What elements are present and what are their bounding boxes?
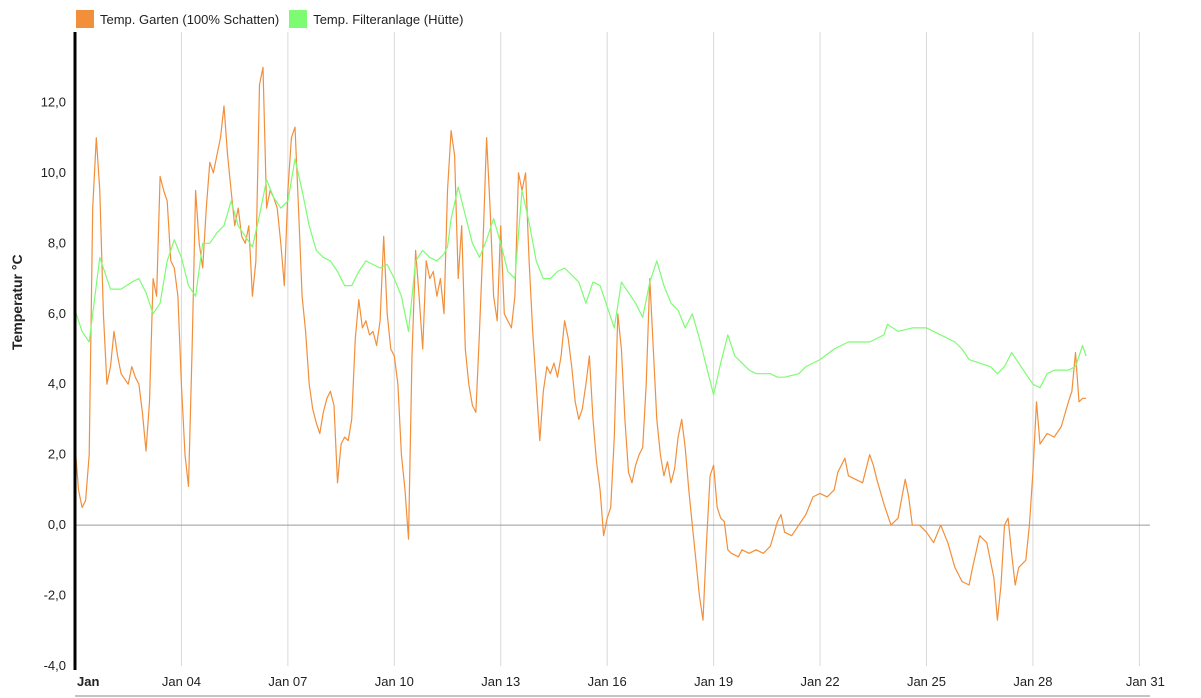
x-tick-label: Jan 10 <box>375 674 414 689</box>
chart-legend: Temp. Garten (100% Schatten) Temp. Filte… <box>76 8 463 30</box>
y-tick-label: -2,0 <box>44 588 66 603</box>
y-tick-label: 6,0 <box>48 306 66 321</box>
x-tick-label: Jan 28 <box>1013 674 1052 689</box>
y-tick-label: -4,0 <box>44 658 66 673</box>
x-tick-label: Jan 31 <box>1126 674 1165 689</box>
y-tick-label: 4,0 <box>48 376 66 391</box>
x-tick-label: Jan 04 <box>162 674 201 689</box>
legend-label-filteranlage: Temp. Filteranlage (Hütte) <box>313 11 464 27</box>
series-line-filteranlage <box>74 158 1087 396</box>
y-tick-label: 12,0 <box>41 94 66 109</box>
x-tick-label: Jan 25 <box>907 674 946 689</box>
series-line-garten <box>74 66 1087 621</box>
legend-item-filteranlage[interactable]: Temp. Filteranlage (Hütte) <box>289 10 463 28</box>
x-tick-label: Jan 22 <box>801 674 840 689</box>
y-tick-label: 8,0 <box>48 235 66 250</box>
x-tick-label: Jan 13 <box>481 674 520 689</box>
legend-swatch-filteranlage <box>289 10 308 28</box>
x-tick-label: Jan 19 <box>694 674 733 689</box>
y-tick-label: 0,0 <box>48 517 66 532</box>
x-tick-label: Jan <box>77 674 99 689</box>
y-tick-label: 10,0 <box>41 165 66 180</box>
legend-swatch-garten <box>76 10 94 28</box>
y-tick-label: 2,0 <box>48 447 66 462</box>
legend-label-garten: Temp. Garten (100% Schatten) <box>100 11 280 27</box>
x-tick-label: Jan 07 <box>268 674 307 689</box>
x-tick-label: Jan 16 <box>588 674 627 689</box>
legend-item-garten[interactable]: Temp. Garten (100% Schatten) <box>76 10 279 28</box>
